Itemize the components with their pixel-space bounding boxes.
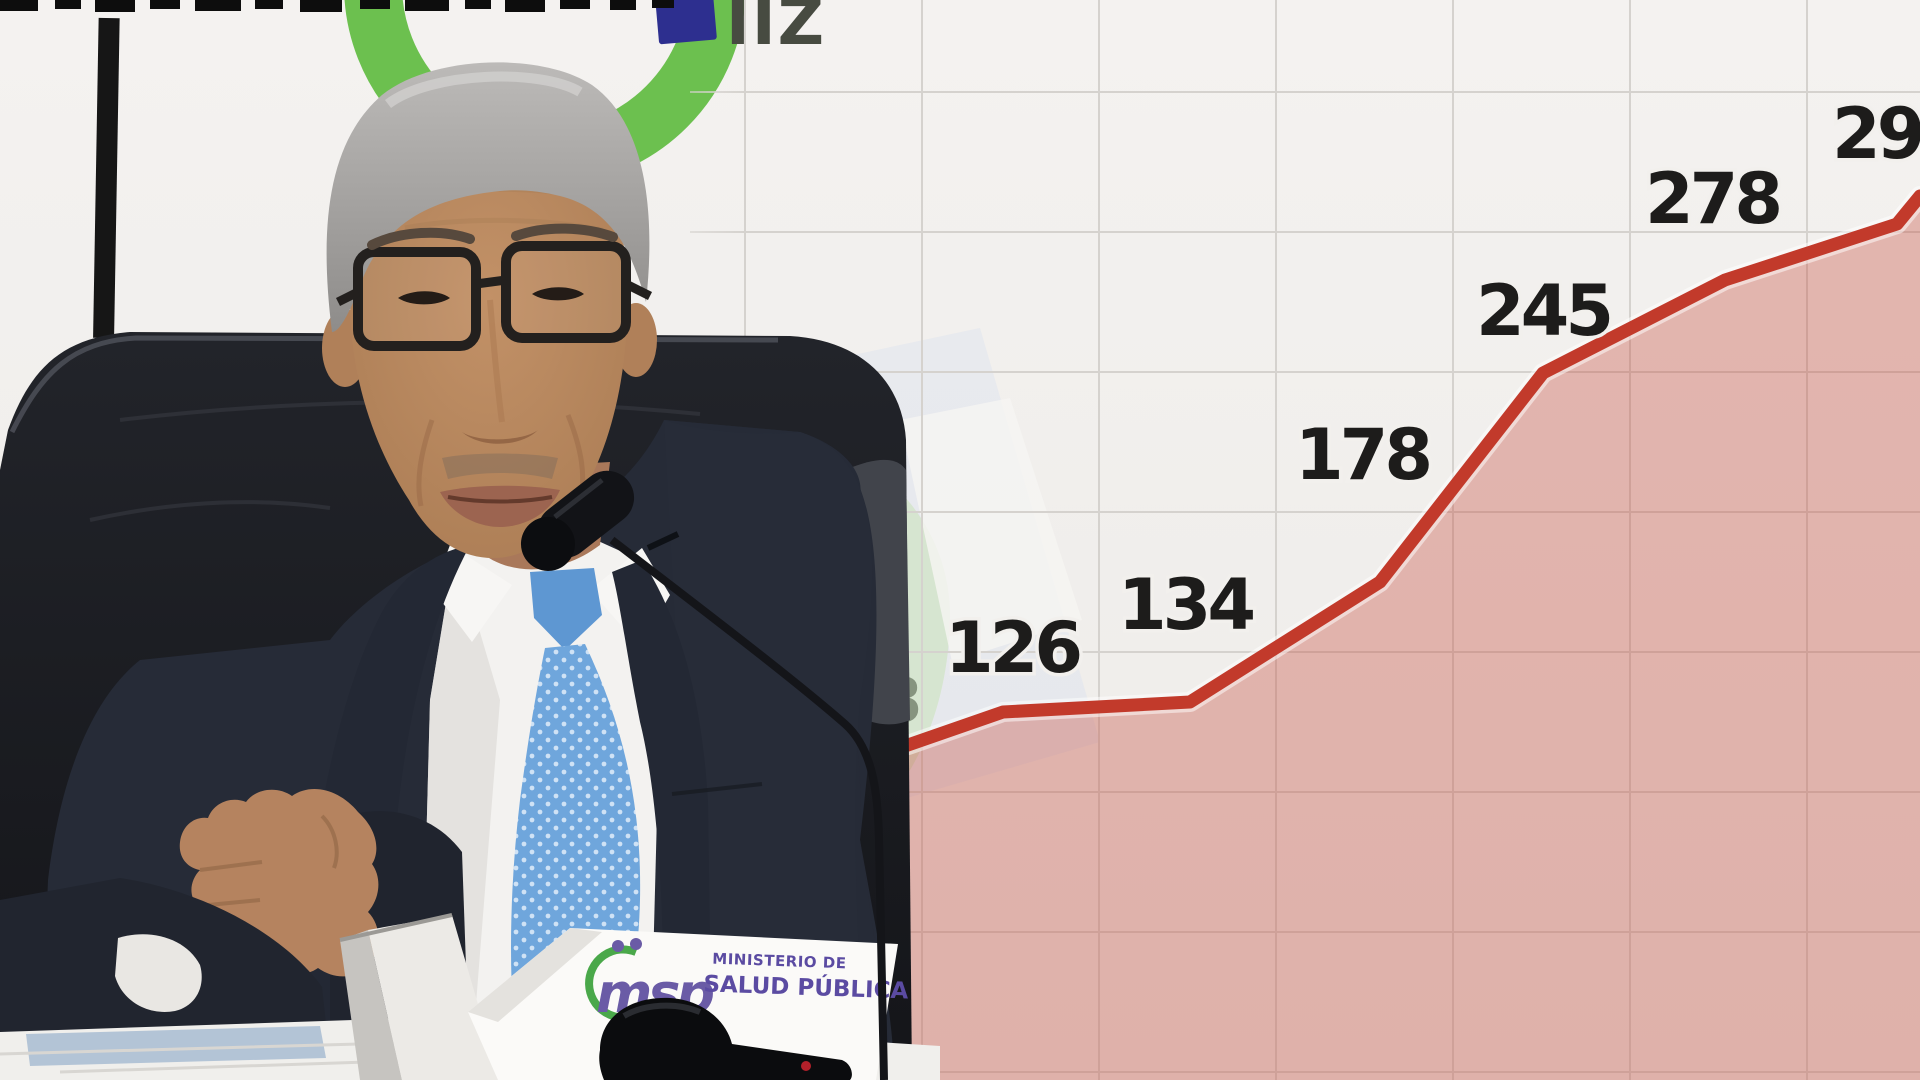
nose-base (462, 430, 538, 444)
microphone-led (801, 1061, 811, 1071)
chair-top-highlight (9, 335, 779, 434)
desk-area: msp MINISTERIO DE SALUD PÚBLICA (0, 470, 940, 1080)
msp-logo-dot (612, 940, 624, 952)
wall-frame-edge (93, 17, 120, 339)
paper-shape (900, 398, 1082, 662)
data-label: 299 (1832, 93, 1920, 175)
backdrop-partial-text: IIZ (726, 0, 826, 60)
nose-bridge (487, 299, 505, 423)
chart-line (788, 189, 1920, 779)
data-label: 134 (1118, 564, 1253, 646)
lapel-buttonhole (646, 531, 680, 551)
ministry-line1: MINISTERIO DE (712, 950, 847, 973)
chart-area-fill (795, 196, 1920, 1080)
cropped-headline-strip (0, 0, 674, 12)
shirt-cuff (115, 934, 202, 1012)
eyes (398, 287, 584, 305)
hair (326, 62, 650, 333)
lips (440, 485, 560, 527)
person-photo (0, 62, 912, 1080)
data-label: 178 (1295, 414, 1429, 496)
desk-microphone-highlight (622, 1002, 702, 1019)
microphone-neck (609, 536, 888, 1080)
tie-knot (530, 568, 602, 650)
hair-highlight (384, 71, 583, 109)
eyebrows (367, 223, 618, 250)
data-label: 278 (1645, 158, 1779, 240)
tablet-stand-front (368, 915, 500, 1080)
data-label: 126 (945, 607, 1079, 689)
mustache (442, 453, 558, 479)
tablet-stand-edge (339, 913, 453, 942)
chest-pocket (671, 782, 763, 796)
microphone-head (520, 470, 635, 571)
tablet-stand-side (340, 930, 402, 1080)
mouth-line (447, 495, 553, 504)
finger-lines (197, 814, 339, 944)
msp-logo-dot (630, 938, 642, 950)
chart-data-labels: 126 134 178 245 278 299 (941, 90, 1920, 693)
data-label: 245 (1476, 270, 1610, 352)
suit-right-side (664, 420, 873, 1080)
desk-microphone (599, 997, 852, 1080)
podium-sign-fold (468, 928, 602, 1022)
blue-paper (26, 1026, 326, 1066)
